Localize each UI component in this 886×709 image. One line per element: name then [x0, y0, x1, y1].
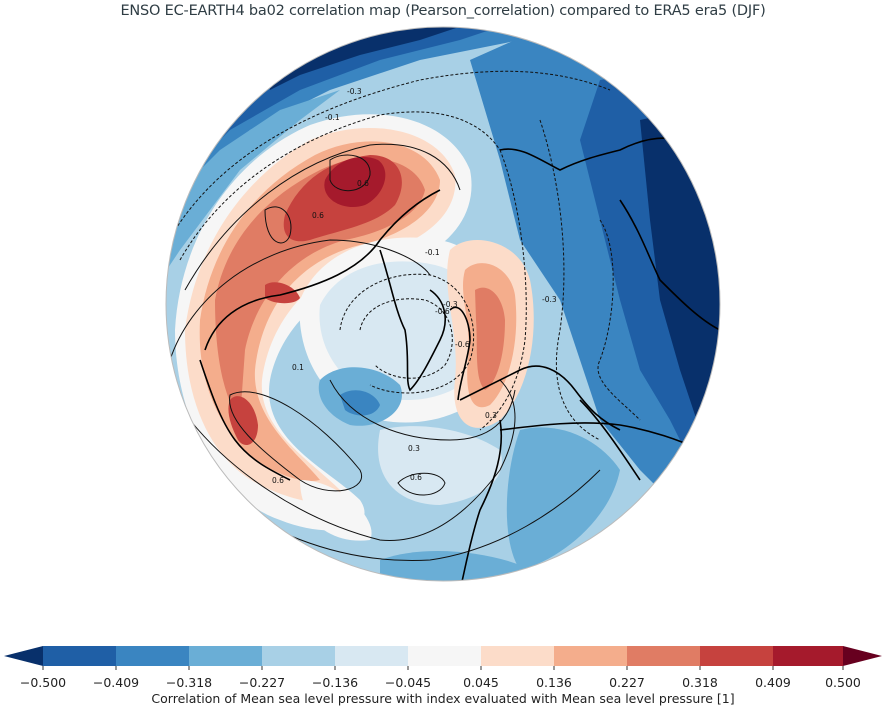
- svg-text:-0.3: -0.3: [347, 87, 362, 96]
- svg-text:0.6: 0.6: [357, 179, 369, 188]
- coastlines: [199, 137, 720, 581]
- colorbar-tick: −0.136: [311, 675, 359, 690]
- colorbar-tick: −0.045: [384, 675, 432, 690]
- colorbar-tick: −0.227: [238, 675, 286, 690]
- colorbar-under-arrow: [4, 646, 43, 666]
- contour-labels: -0.3 -0.1 0.6 0.6 -0.1 0.1 0.3 0.6 -0.3 …: [272, 87, 557, 485]
- colorbar-tick: 0.227: [609, 675, 645, 690]
- polar-map: -0.3 -0.1 0.6 0.6 -0.1 0.1 0.3 0.6 -0.3 …: [165, 26, 721, 582]
- colorbar-label: Correlation of Mean sea level pressure w…: [151, 691, 735, 706]
- colorbar-tick: 0.500: [825, 675, 861, 690]
- map-boundary: [165, 26, 721, 582]
- contour-lines: [169, 70, 641, 561]
- svg-text:-0.6: -0.6: [455, 340, 470, 349]
- colorbar-tick: 0.318: [682, 675, 718, 690]
- colorbar-tick: 0.045: [463, 675, 499, 690]
- svg-text:-0.1: -0.1: [425, 248, 440, 257]
- colorbar-tick: −0.318: [165, 675, 213, 690]
- svg-text:-0.1: -0.1: [325, 113, 340, 122]
- svg-text:0.1: 0.1: [292, 363, 304, 372]
- colorbar-tick: 0.409: [755, 675, 791, 690]
- svg-text:-0.3: -0.3: [542, 295, 557, 304]
- colorbar-tick: −0.500: [19, 675, 67, 690]
- svg-text:0.3: 0.3: [485, 411, 497, 420]
- colorbar-over-arrow: [843, 646, 882, 666]
- svg-text:0.6: 0.6: [312, 211, 324, 220]
- correlation-field: [166, 27, 720, 581]
- svg-text:0.6: 0.6: [410, 473, 422, 482]
- map-title: ENSO EC-EARTH4 ba02 correlation map (Pea…: [120, 3, 766, 19]
- svg-text:0.3: 0.3: [408, 444, 420, 453]
- colorbar: [0, 645, 886, 675]
- colorbar-tick: 0.136: [536, 675, 572, 690]
- svg-text:-0.6: -0.6: [435, 307, 450, 316]
- svg-text:0.6: 0.6: [272, 476, 284, 485]
- svg-text:-0.3: -0.3: [443, 300, 458, 309]
- colorbar-tick: −0.409: [92, 675, 140, 690]
